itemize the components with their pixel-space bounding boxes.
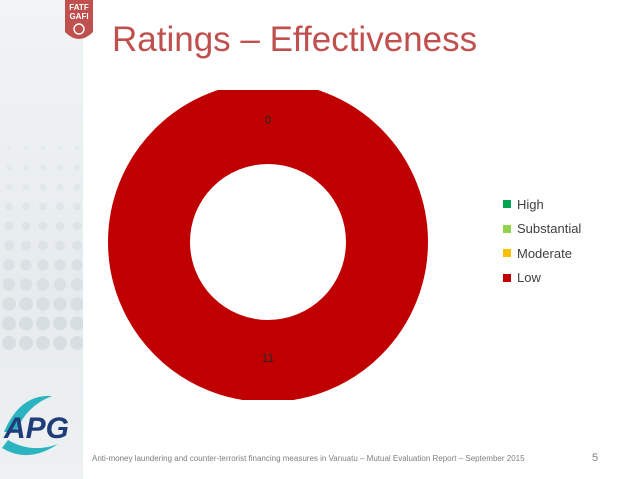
decor-dot xyxy=(19,336,33,350)
data-label-high: 0 xyxy=(265,113,272,127)
decor-dot xyxy=(54,259,66,271)
decor-dot xyxy=(7,146,11,150)
decor-dot xyxy=(70,316,83,331)
decor-dot xyxy=(57,164,63,171)
legend-item-moderate: Moderate xyxy=(503,241,581,266)
decor-dot xyxy=(36,278,50,291)
decor-dot xyxy=(2,278,16,291)
decor-dot xyxy=(56,183,64,191)
apg-logo: APG xyxy=(2,395,69,456)
decor-dot xyxy=(70,278,83,291)
decor-dot xyxy=(19,316,33,331)
legend-label: Low xyxy=(517,270,541,286)
decor-dot xyxy=(5,202,13,211)
donut-chart: 0 11 xyxy=(108,90,428,400)
decor-dot xyxy=(39,202,47,211)
decor-dot xyxy=(75,146,79,150)
decor-dot xyxy=(73,183,81,191)
decor-dot xyxy=(53,278,67,291)
decor-dot xyxy=(4,221,14,231)
apg-logo-swoosh-bottom xyxy=(2,440,58,456)
decor-dot xyxy=(72,221,82,231)
decor-dot xyxy=(53,316,67,331)
decor-dot xyxy=(2,336,16,350)
decor-dot xyxy=(6,164,12,171)
decor-dot xyxy=(2,316,16,331)
decor-dot xyxy=(22,183,30,191)
footer-text: Anti-money laundering and counter-terror… xyxy=(92,454,525,463)
decor-dot xyxy=(21,240,31,251)
logo-fatf-text: FATF xyxy=(69,3,89,12)
decor-dot xyxy=(55,221,65,231)
decor-dot xyxy=(21,221,31,231)
legend-label: Moderate xyxy=(517,245,572,261)
decor-dot xyxy=(3,259,15,271)
decor-dot xyxy=(55,240,65,251)
apg-logo-swoosh-top xyxy=(4,395,52,432)
decor-dot xyxy=(38,240,48,251)
legend-swatch xyxy=(503,224,511,233)
donut-slice-low xyxy=(108,90,428,400)
decor-dot xyxy=(37,259,49,271)
data-label-low: 11 xyxy=(262,351,275,365)
decor-dot xyxy=(70,336,83,350)
decorative-dot-pattern xyxy=(2,146,83,350)
logo-gafi-text: GAFI xyxy=(69,12,88,21)
decor-dot xyxy=(19,297,33,311)
decor-dot xyxy=(36,316,50,331)
decor-dot xyxy=(56,202,64,211)
legend-swatch xyxy=(503,200,511,209)
decor-dot xyxy=(41,146,45,150)
decor-dot xyxy=(19,278,33,291)
legend-swatch xyxy=(503,249,511,258)
decor-dot xyxy=(38,221,48,231)
decor-dot xyxy=(72,240,82,251)
slide-title: Ratings – Effectiveness xyxy=(112,20,478,59)
legend-label: High xyxy=(517,196,544,212)
decor-dot xyxy=(23,164,29,171)
legend-item-substantial: Substantial xyxy=(503,217,581,242)
legend-swatch xyxy=(503,273,511,282)
globe-icon xyxy=(73,23,85,35)
decor-dot xyxy=(22,202,30,211)
legend-item-low: Low xyxy=(503,266,581,291)
decor-dot xyxy=(39,183,47,191)
decor-dot xyxy=(74,164,80,171)
decor-dot xyxy=(36,336,50,350)
apg-logo-text: APG xyxy=(3,412,69,445)
decor-dot xyxy=(70,297,83,311)
decor-dot xyxy=(53,297,67,311)
decor-dot xyxy=(40,164,46,171)
decor-dot xyxy=(2,297,16,311)
legend-item-high: High xyxy=(503,192,581,217)
fatf-gafi-logo: FATF GAFI xyxy=(65,0,93,39)
decor-dot xyxy=(36,297,50,311)
decor-dot xyxy=(58,146,62,150)
chart-legend: High Substantial Moderate Low xyxy=(503,192,581,290)
decor-dot xyxy=(5,183,13,191)
decor-dot xyxy=(53,336,67,350)
decor-dot xyxy=(71,259,83,271)
decor-dot xyxy=(73,202,81,211)
decor-dot xyxy=(24,146,28,150)
decor-dot xyxy=(20,259,32,271)
page-number: 5 xyxy=(592,452,599,464)
decor-dot xyxy=(4,240,14,251)
legend-label: Substantial xyxy=(517,221,582,237)
